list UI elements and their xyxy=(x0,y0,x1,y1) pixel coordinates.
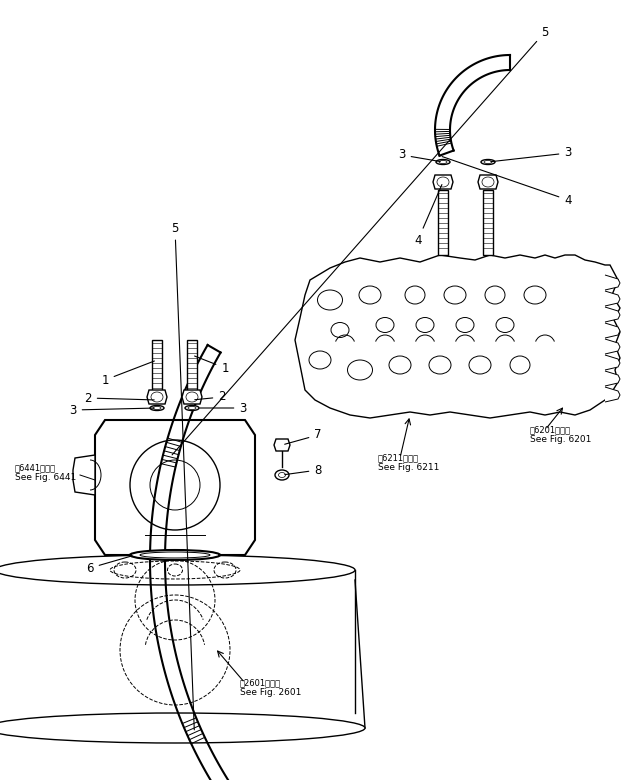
Ellipse shape xyxy=(436,159,450,165)
Polygon shape xyxy=(605,387,620,402)
Polygon shape xyxy=(605,291,620,306)
Polygon shape xyxy=(605,275,620,290)
Text: 1: 1 xyxy=(101,361,154,387)
Text: 3: 3 xyxy=(491,147,572,161)
Text: 6: 6 xyxy=(86,556,132,575)
Polygon shape xyxy=(605,307,620,322)
Polygon shape xyxy=(295,255,620,418)
Ellipse shape xyxy=(481,159,495,165)
Text: See Fig. 2601: See Fig. 2601 xyxy=(240,688,302,697)
Text: 3: 3 xyxy=(398,148,440,161)
Polygon shape xyxy=(433,175,453,189)
Text: 第6201図参照: 第6201図参照 xyxy=(530,425,571,434)
Text: 第6211図参照: 第6211図参照 xyxy=(378,453,419,462)
Text: 2: 2 xyxy=(195,391,226,403)
Polygon shape xyxy=(478,175,498,189)
Text: 7: 7 xyxy=(284,428,322,445)
Bar xyxy=(438,190,448,255)
Text: 第6441図参照: 第6441図参照 xyxy=(15,463,56,472)
Polygon shape xyxy=(274,439,290,451)
Text: 5: 5 xyxy=(171,222,194,730)
Text: 8: 8 xyxy=(284,463,322,477)
Bar xyxy=(187,340,197,395)
Text: 3: 3 xyxy=(200,402,246,414)
Polygon shape xyxy=(147,390,167,404)
Ellipse shape xyxy=(275,470,289,480)
Polygon shape xyxy=(605,339,620,354)
Polygon shape xyxy=(605,323,620,338)
Ellipse shape xyxy=(185,406,199,410)
Polygon shape xyxy=(73,455,95,495)
Ellipse shape xyxy=(150,406,164,410)
Text: 4: 4 xyxy=(414,185,442,246)
Polygon shape xyxy=(95,420,255,555)
Text: 第2601図参照: 第2601図参照 xyxy=(240,678,281,687)
Polygon shape xyxy=(605,371,620,386)
Ellipse shape xyxy=(0,555,355,585)
Ellipse shape xyxy=(130,550,220,560)
Text: 1: 1 xyxy=(194,356,229,374)
Ellipse shape xyxy=(0,713,365,743)
Text: See Fig. 6211: See Fig. 6211 xyxy=(378,463,439,472)
Bar xyxy=(152,340,162,395)
Text: 3: 3 xyxy=(69,403,154,417)
Bar xyxy=(483,190,493,255)
Text: 2: 2 xyxy=(84,392,154,405)
Polygon shape xyxy=(182,390,202,404)
Text: See Fig. 6441: See Fig. 6441 xyxy=(15,473,76,482)
Polygon shape xyxy=(605,355,620,370)
Text: 4: 4 xyxy=(442,157,572,207)
Text: See Fig. 6201: See Fig. 6201 xyxy=(530,435,591,444)
Text: 5: 5 xyxy=(172,26,549,455)
